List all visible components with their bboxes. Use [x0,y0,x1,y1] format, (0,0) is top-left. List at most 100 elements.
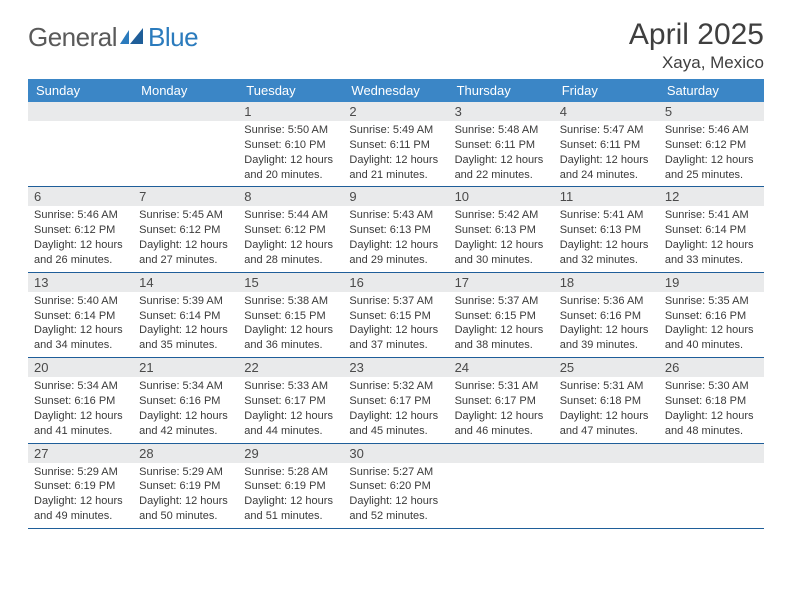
sunrise-line: Sunrise: 5:48 AM [455,123,548,138]
day-details: Sunrise: 5:38 AMSunset: 6:15 PMDaylight:… [238,292,343,357]
daylight-line: Daylight: 12 hours and 42 minutes. [139,409,232,439]
calendar-week: 13Sunrise: 5:40 AMSunset: 6:14 PMDayligh… [28,273,764,358]
day-details: Sunrise: 5:50 AMSunset: 6:10 PMDaylight:… [238,121,343,186]
sunset-line: Sunset: 6:17 PM [244,394,337,409]
day-details: Sunrise: 5:29 AMSunset: 6:19 PMDaylight:… [28,463,133,528]
sunset-line: Sunset: 6:11 PM [560,138,653,153]
calendar-cell: 11Sunrise: 5:41 AMSunset: 6:13 PMDayligh… [554,187,659,271]
day-details: Sunrise: 5:41 AMSunset: 6:13 PMDaylight:… [554,206,659,271]
day-number: 10 [449,187,554,206]
sunset-line: Sunset: 6:16 PM [665,309,758,324]
sunset-line: Sunset: 6:14 PM [34,309,127,324]
wave-icon [117,22,148,53]
weeks-container: 1Sunrise: 5:50 AMSunset: 6:10 PMDaylight… [28,102,764,529]
sunset-line: Sunset: 6:12 PM [665,138,758,153]
sunset-line: Sunset: 6:18 PM [665,394,758,409]
calendar-cell: 22Sunrise: 5:33 AMSunset: 6:17 PMDayligh… [238,358,343,442]
day-details: Sunrise: 5:35 AMSunset: 6:16 PMDaylight:… [659,292,764,357]
day-number [449,444,554,463]
calendar-cell: 6Sunrise: 5:46 AMSunset: 6:12 PMDaylight… [28,187,133,271]
sunrise-line: Sunrise: 5:29 AM [34,465,127,480]
calendar-cell: 10Sunrise: 5:42 AMSunset: 6:13 PMDayligh… [449,187,554,271]
day-number: 2 [343,102,448,121]
day-details: Sunrise: 5:33 AMSunset: 6:17 PMDaylight:… [238,377,343,442]
day-details: Sunrise: 5:37 AMSunset: 6:15 PMDaylight:… [449,292,554,357]
daylight-line: Daylight: 12 hours and 50 minutes. [139,494,232,524]
weekday-header: Sunday [28,79,133,102]
day-number: 18 [554,273,659,292]
calendar-week: 27Sunrise: 5:29 AMSunset: 6:19 PMDayligh… [28,444,764,529]
sunset-line: Sunset: 6:11 PM [349,138,442,153]
sunset-line: Sunset: 6:11 PM [455,138,548,153]
day-number: 8 [238,187,343,206]
daylight-line: Daylight: 12 hours and 36 minutes. [244,323,337,353]
header: General Blue April 2025 Xaya, Mexico [28,18,764,73]
sunset-line: Sunset: 6:15 PM [455,309,548,324]
day-number: 29 [238,444,343,463]
calendar-cell: 30Sunrise: 5:27 AMSunset: 6:20 PMDayligh… [343,444,448,528]
calendar-cell: 14Sunrise: 5:39 AMSunset: 6:14 PMDayligh… [133,273,238,357]
sunrise-line: Sunrise: 5:50 AM [244,123,337,138]
sunset-line: Sunset: 6:19 PM [34,479,127,494]
sunset-line: Sunset: 6:18 PM [560,394,653,409]
day-number: 4 [554,102,659,121]
daylight-line: Daylight: 12 hours and 32 minutes. [560,238,653,268]
brand-logo: General Blue [28,18,198,53]
day-number [659,444,764,463]
sunrise-line: Sunrise: 5:47 AM [560,123,653,138]
calendar-cell [449,444,554,528]
day-details: Sunrise: 5:47 AMSunset: 6:11 PMDaylight:… [554,121,659,186]
sunset-line: Sunset: 6:19 PM [244,479,337,494]
daylight-line: Daylight: 12 hours and 34 minutes. [34,323,127,353]
daylight-line: Daylight: 12 hours and 47 minutes. [560,409,653,439]
daylight-line: Daylight: 12 hours and 45 minutes. [349,409,442,439]
calendar-cell: 7Sunrise: 5:45 AMSunset: 6:12 PMDaylight… [133,187,238,271]
sunrise-line: Sunrise: 5:49 AM [349,123,442,138]
sunrise-line: Sunrise: 5:33 AM [244,379,337,394]
calendar-week: 1Sunrise: 5:50 AMSunset: 6:10 PMDaylight… [28,102,764,187]
calendar-cell: 25Sunrise: 5:31 AMSunset: 6:18 PMDayligh… [554,358,659,442]
day-details: Sunrise: 5:34 AMSunset: 6:16 PMDaylight:… [28,377,133,442]
sunrise-line: Sunrise: 5:46 AM [34,208,127,223]
sunset-line: Sunset: 6:15 PM [349,309,442,324]
day-number: 1 [238,102,343,121]
day-number [133,102,238,121]
sunset-line: Sunset: 6:13 PM [455,223,548,238]
sunset-line: Sunset: 6:16 PM [560,309,653,324]
calendar-cell: 3Sunrise: 5:48 AMSunset: 6:11 PMDaylight… [449,102,554,186]
day-number: 3 [449,102,554,121]
sunset-line: Sunset: 6:14 PM [665,223,758,238]
sunrise-line: Sunrise: 5:41 AM [560,208,653,223]
day-number: 17 [449,273,554,292]
day-details: Sunrise: 5:31 AMSunset: 6:18 PMDaylight:… [554,377,659,442]
sunrise-line: Sunrise: 5:44 AM [244,208,337,223]
sunset-line: Sunset: 6:13 PM [560,223,653,238]
daylight-line: Daylight: 12 hours and 27 minutes. [139,238,232,268]
calendar-cell: 12Sunrise: 5:41 AMSunset: 6:14 PMDayligh… [659,187,764,271]
daylight-line: Daylight: 12 hours and 40 minutes. [665,323,758,353]
day-details: Sunrise: 5:30 AMSunset: 6:18 PMDaylight:… [659,377,764,442]
day-details: Sunrise: 5:36 AMSunset: 6:16 PMDaylight:… [554,292,659,357]
weekday-header: Tuesday [238,79,343,102]
sunset-line: Sunset: 6:17 PM [455,394,548,409]
day-number [28,102,133,121]
brand-part2: Blue [148,22,198,53]
sunset-line: Sunset: 6:17 PM [349,394,442,409]
day-number: 5 [659,102,764,121]
day-details: Sunrise: 5:43 AMSunset: 6:13 PMDaylight:… [343,206,448,271]
daylight-line: Daylight: 12 hours and 25 minutes. [665,153,758,183]
weekday-header: Wednesday [343,79,448,102]
sunrise-line: Sunrise: 5:30 AM [665,379,758,394]
sunrise-line: Sunrise: 5:34 AM [34,379,127,394]
sunset-line: Sunset: 6:20 PM [349,479,442,494]
day-details: Sunrise: 5:44 AMSunset: 6:12 PMDaylight:… [238,206,343,271]
day-details: Sunrise: 5:29 AMSunset: 6:19 PMDaylight:… [133,463,238,528]
calendar-grid: SundayMondayTuesdayWednesdayThursdayFrid… [28,79,764,529]
day-details: Sunrise: 5:31 AMSunset: 6:17 PMDaylight:… [449,377,554,442]
day-number: 30 [343,444,448,463]
day-number: 9 [343,187,448,206]
calendar-cell: 29Sunrise: 5:28 AMSunset: 6:19 PMDayligh… [238,444,343,528]
day-number: 24 [449,358,554,377]
calendar-cell: 19Sunrise: 5:35 AMSunset: 6:16 PMDayligh… [659,273,764,357]
calendar-cell: 15Sunrise: 5:38 AMSunset: 6:15 PMDayligh… [238,273,343,357]
